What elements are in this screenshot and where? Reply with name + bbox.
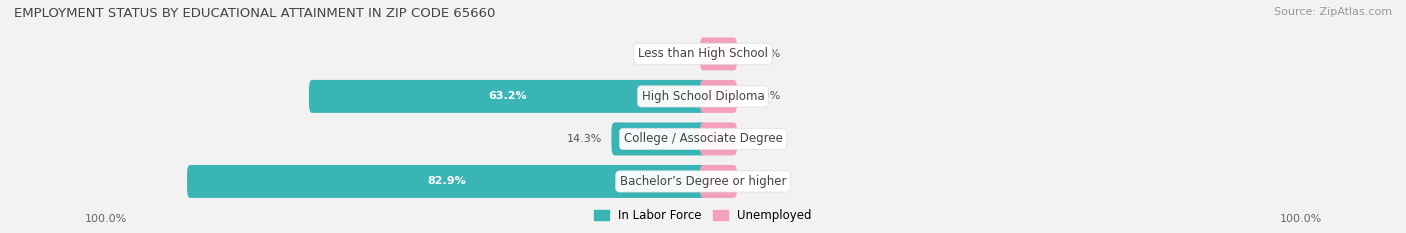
Text: 0.0%: 0.0% [752, 134, 780, 144]
Text: High School Diploma: High School Diploma [641, 90, 765, 103]
Text: 63.2%: 63.2% [488, 91, 527, 101]
Text: EMPLOYMENT STATUS BY EDUCATIONAL ATTAINMENT IN ZIP CODE 65660: EMPLOYMENT STATUS BY EDUCATIONAL ATTAINM… [14, 7, 495, 20]
FancyBboxPatch shape [612, 122, 706, 155]
FancyBboxPatch shape [187, 165, 706, 198]
Legend: In Labor Force, Unemployed: In Labor Force, Unemployed [589, 205, 817, 227]
Text: Source: ZipAtlas.com: Source: ZipAtlas.com [1274, 7, 1392, 17]
Text: Bachelor’s Degree or higher: Bachelor’s Degree or higher [620, 175, 786, 188]
Text: 0.0%: 0.0% [638, 49, 666, 59]
FancyBboxPatch shape [700, 37, 737, 70]
FancyBboxPatch shape [309, 80, 706, 113]
Text: 14.3%: 14.3% [567, 134, 602, 144]
Text: 0.0%: 0.0% [752, 49, 780, 59]
Text: College / Associate Degree: College / Associate Degree [624, 132, 782, 145]
FancyBboxPatch shape [700, 165, 737, 198]
Text: 0.0%: 0.0% [752, 176, 780, 186]
Text: Less than High School: Less than High School [638, 47, 768, 60]
FancyBboxPatch shape [700, 80, 737, 113]
Text: 0.0%: 0.0% [752, 91, 780, 101]
Text: 100.0%: 100.0% [1279, 214, 1322, 224]
Text: 82.9%: 82.9% [427, 176, 465, 186]
Text: 100.0%: 100.0% [84, 214, 127, 224]
FancyBboxPatch shape [700, 122, 737, 155]
